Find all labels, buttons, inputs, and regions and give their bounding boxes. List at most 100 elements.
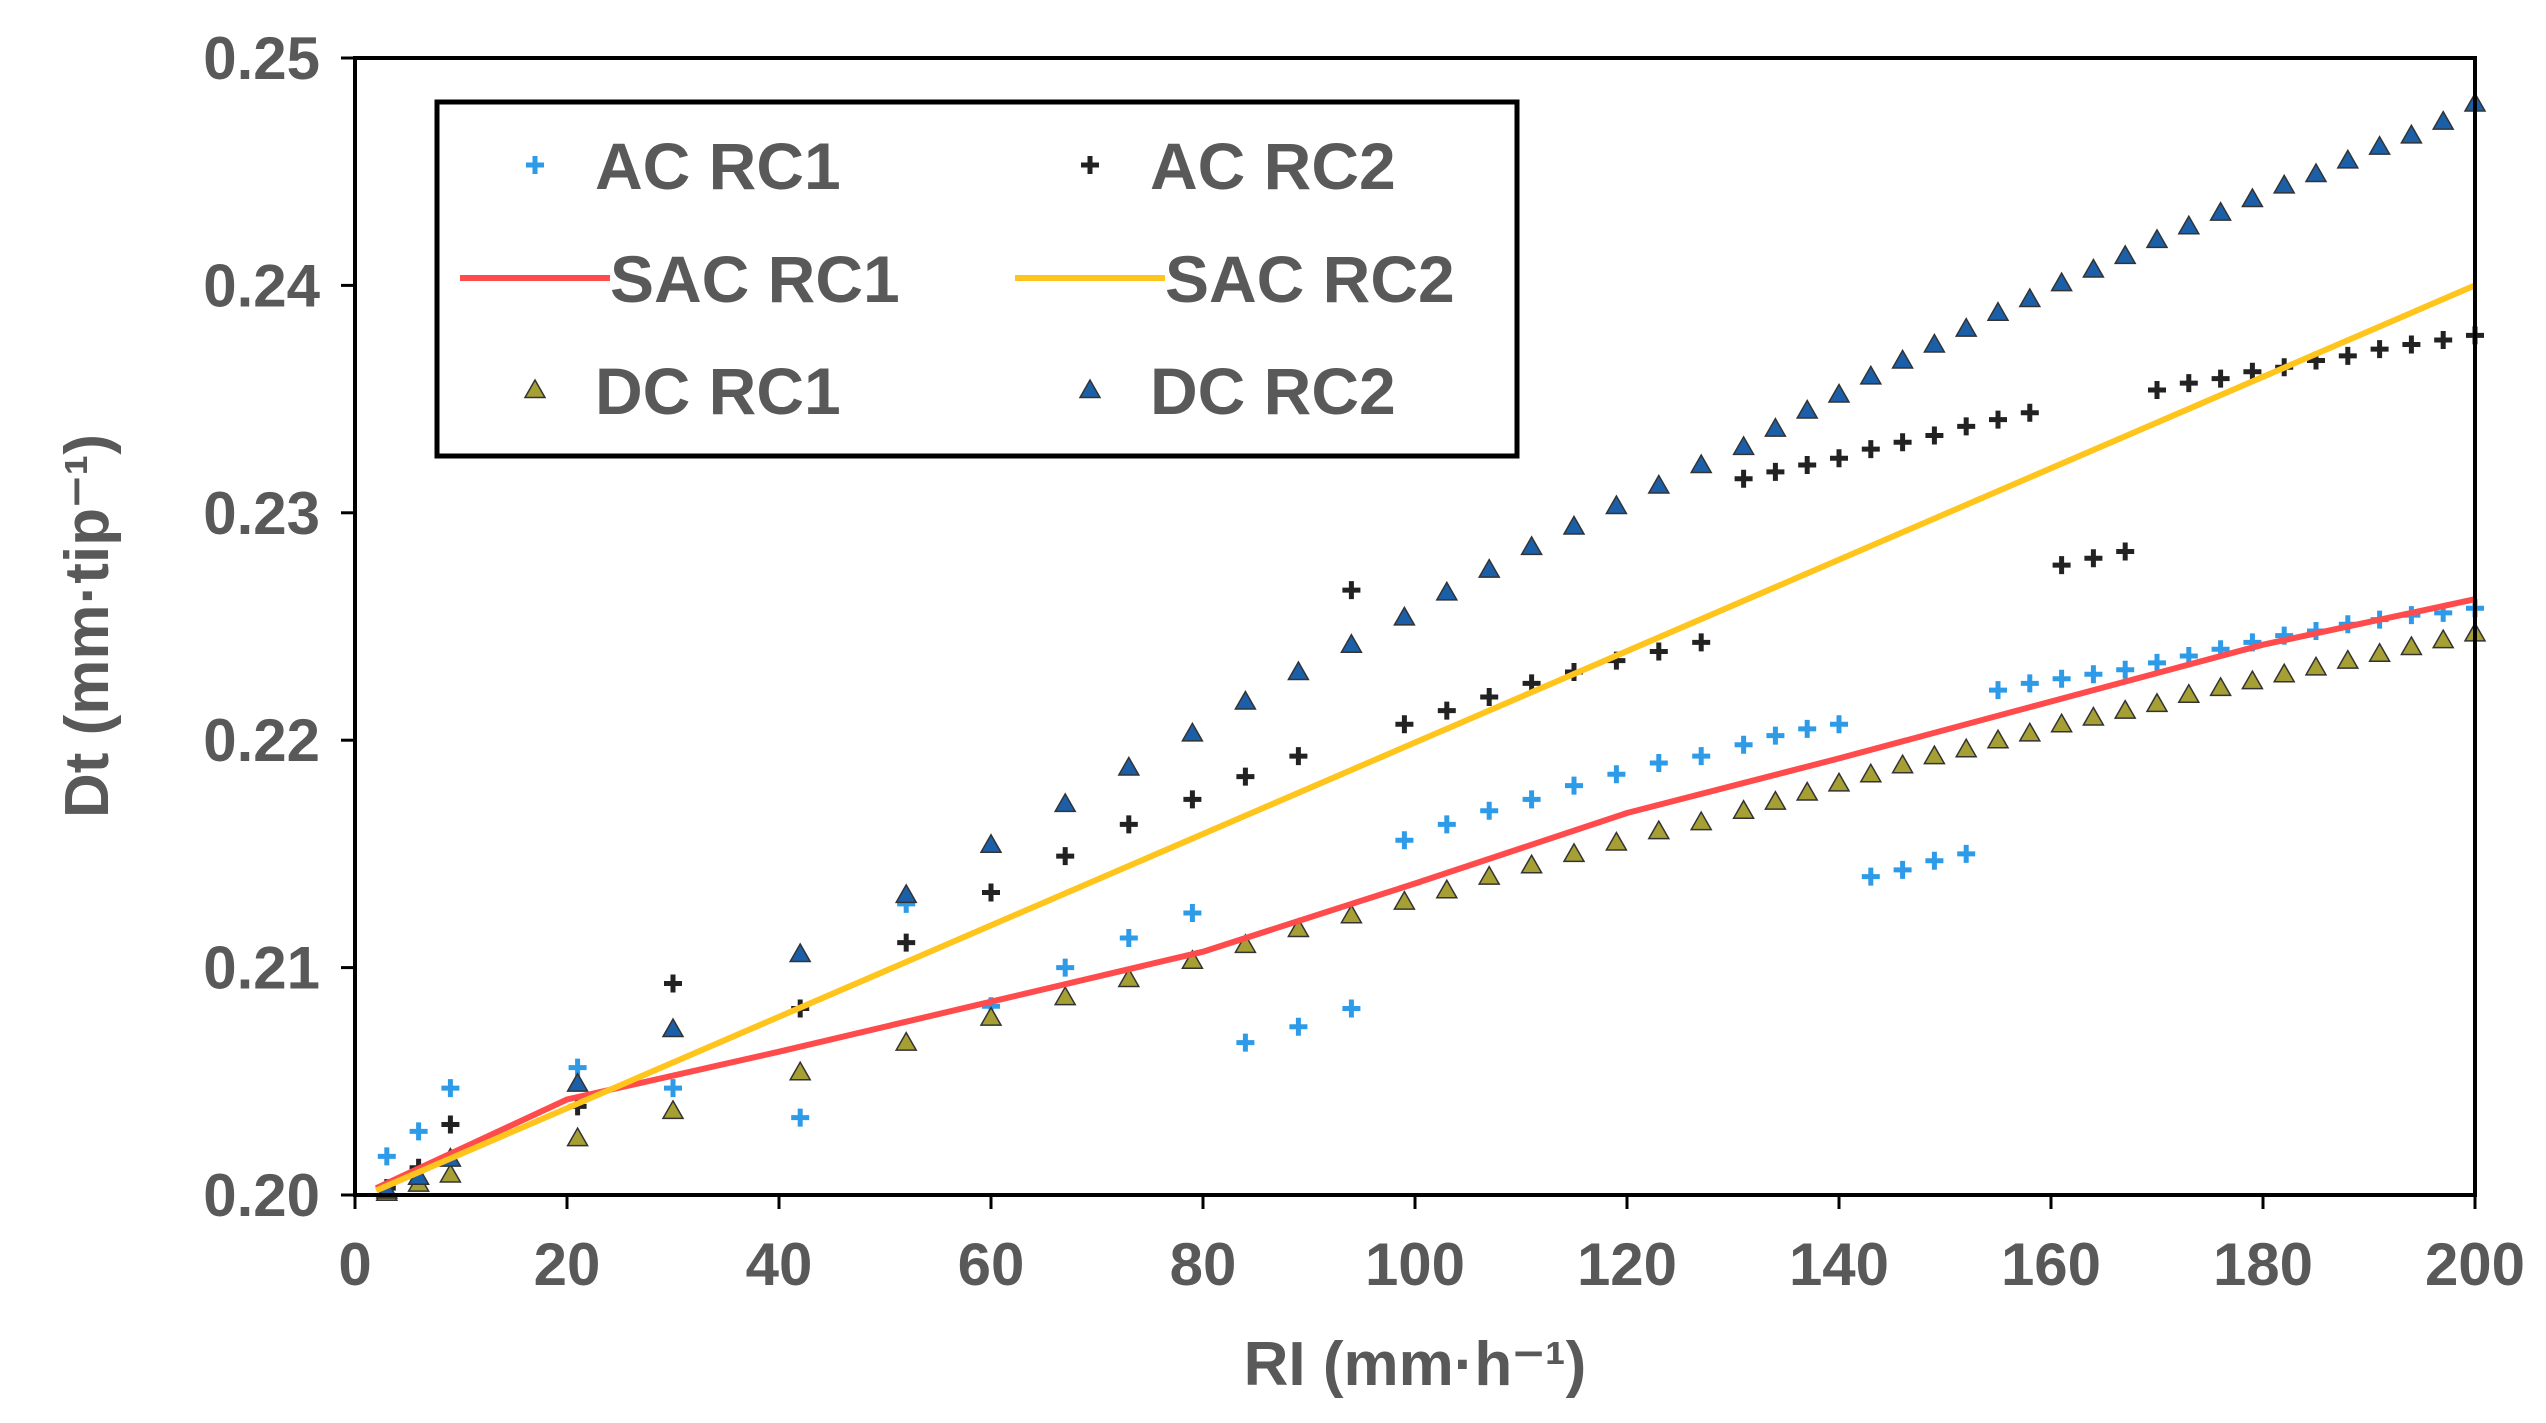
data-point: [2241, 669, 2264, 690]
data-point: [2336, 649, 2360, 669]
data-point: [1795, 398, 1819, 419]
data-point: [2148, 653, 2166, 672]
data-point: [1647, 819, 1671, 840]
legend-swatch: [1081, 156, 1099, 174]
data-point: [1340, 633, 1363, 653]
data-point: [2241, 187, 2264, 208]
data-point: [1764, 417, 1787, 437]
data-point: [1395, 831, 1414, 850]
data-point: [1605, 494, 1628, 515]
x-tick-label: 200: [2425, 1231, 2525, 1298]
legend-label: DC RC2: [1150, 354, 1396, 428]
data-point: [2018, 287, 2042, 308]
data-point: [1056, 958, 1075, 977]
series-line-sac-rc1: [374, 596, 2476, 1191]
data-point: [1827, 771, 1851, 792]
data-point: [1734, 469, 1753, 488]
y-axis-ticks: 0.20 0.21 0.22 0.23 0.24 0.25: [203, 25, 355, 1229]
data-point: [1647, 474, 1671, 494]
data-point: [2050, 712, 2073, 733]
data-point: [2431, 628, 2455, 649]
data-point: [1893, 433, 1912, 452]
data-point: [2113, 699, 2137, 719]
series-ac-rc2: [377, 326, 2484, 1198]
x-axis-ticks: 0 20 40 60 80 100 120 140 160 180 200: [338, 1195, 2525, 1298]
data-point: [1234, 690, 1257, 710]
data-point: [1117, 755, 1141, 776]
legend-item-sac-rc2: SAC RC2: [1015, 242, 1455, 316]
data-point: [1287, 917, 1310, 938]
data-point: [897, 933, 916, 952]
plot-content: [374, 91, 2487, 1201]
data-point: [2209, 201, 2232, 221]
data-point: [1477, 558, 1501, 578]
data-point: [2082, 705, 2105, 726]
data-point: [2338, 346, 2357, 365]
data-point: [2084, 665, 2103, 684]
data-point: [1565, 776, 1583, 795]
data-point: [979, 833, 1003, 854]
legend-label: SAC RC1: [610, 242, 900, 316]
data-point: [1923, 333, 1946, 353]
data-point: [788, 942, 812, 963]
y-axis-title: Dt (mm·tip⁻¹): [53, 434, 122, 818]
data-point: [1830, 715, 1848, 734]
data-point: [1827, 383, 1851, 403]
data-point: [1342, 581, 1361, 600]
data-point: [1520, 535, 1543, 556]
data-point: [1830, 449, 1848, 468]
data-point: [1119, 815, 1138, 834]
data-point: [1861, 440, 1880, 459]
data-point: [661, 1099, 685, 1120]
data-point: [441, 1079, 460, 1098]
data-point: [1342, 999, 1361, 1018]
data-point: [1859, 364, 1883, 385]
data-point: [1986, 301, 2010, 321]
x-tick-label: 100: [1365, 1231, 1465, 1298]
data-point: [441, 1115, 460, 1134]
data-point: [2148, 381, 2166, 400]
data-point: [2370, 340, 2389, 359]
data-point: [1435, 580, 1459, 601]
data-point: [1181, 721, 1204, 742]
data-point: [1925, 851, 1944, 870]
x-tick-label: 40: [746, 1231, 813, 1298]
y-tick-label: 0.25: [203, 25, 320, 92]
data-point: [1119, 929, 1138, 948]
data-point: [2145, 692, 2169, 713]
data-point: [2434, 330, 2453, 349]
series-sac-rc1: [374, 596, 2476, 1191]
legend-item-ac-rc1: AC RC1: [526, 129, 841, 203]
legend-item-dc-rc2: DC RC2: [1078, 354, 1396, 428]
data-point: [1562, 842, 1586, 863]
data-point: [1289, 1017, 1308, 1036]
data-point: [566, 1072, 589, 1092]
data-point: [2400, 123, 2423, 144]
data-point: [2177, 683, 2201, 703]
data-point: [2211, 369, 2230, 388]
data-point: [1986, 728, 2010, 749]
data-point: [1393, 605, 1416, 626]
data-point: [1859, 762, 1883, 783]
legend-item-sac-rc1: SAC RC1: [460, 242, 900, 316]
legend-item-ac-rc2: AC RC2: [1081, 129, 1396, 203]
data-point: [1053, 985, 1077, 1006]
series-dc-rc1: [375, 621, 2487, 1201]
legend-item-dc-rc1: DC RC1: [523, 354, 841, 428]
data-point: [1395, 715, 1414, 734]
data-point: [791, 1108, 810, 1127]
y-tick-label: 0.22: [203, 707, 320, 774]
y-tick-label: 0.21: [203, 935, 320, 1002]
data-point: [1437, 815, 1456, 834]
x-tick-label: 80: [1170, 1231, 1237, 1298]
data-point: [1861, 867, 1880, 886]
data-point: [1183, 904, 1202, 923]
y-tick-label: 0.24: [203, 252, 320, 319]
data-point: [1766, 462, 1785, 481]
data-point: [1798, 456, 1817, 475]
data-point: [1607, 765, 1626, 784]
data-point: [2368, 642, 2391, 663]
x-tick-label: 180: [2213, 1231, 2313, 1298]
data-point: [2431, 110, 2455, 130]
